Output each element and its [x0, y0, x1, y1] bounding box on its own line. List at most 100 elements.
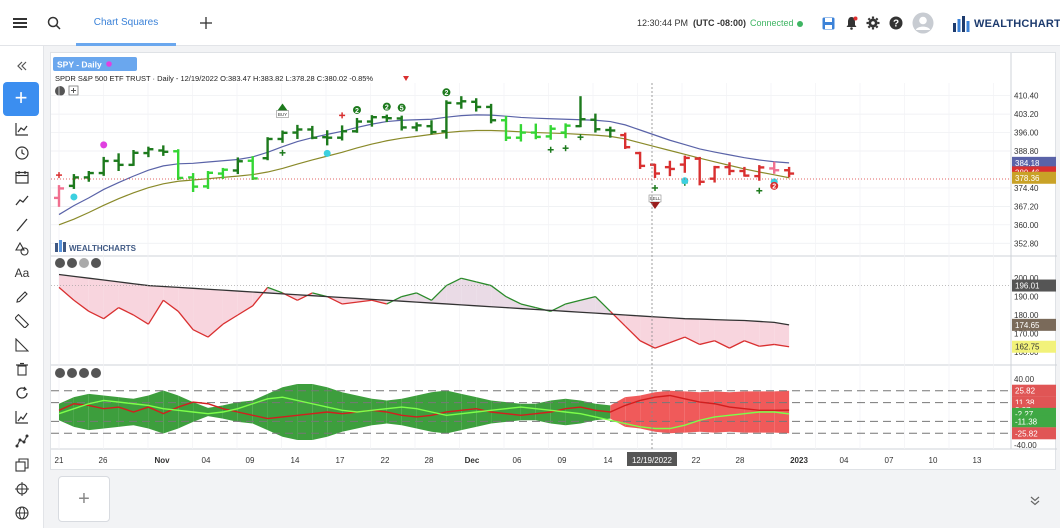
chart-type-icon[interactable]	[12, 119, 32, 139]
indicator-pane-2	[51, 273, 1011, 349]
mid-raw-segment	[699, 340, 715, 346]
mid-raw-segment	[133, 314, 149, 325]
price-bar	[456, 96, 467, 109]
mid-fill-segment	[714, 319, 730, 349]
bell-icon[interactable]	[841, 13, 861, 33]
chart-panel[interactable]: SPY - Daily SPDR S&P 500 ETF TRUST · Dai…	[50, 52, 1057, 471]
buy-arrow-icon	[277, 103, 288, 111]
dropdown-caret-icon[interactable]	[403, 76, 409, 81]
osc-band-segment	[193, 402, 208, 422]
trend-line-icon[interactable]	[12, 191, 32, 211]
drawing-toolbar: + Aa	[0, 46, 44, 528]
measure-icon[interactable]	[12, 335, 32, 355]
price-bar	[486, 103, 497, 124]
menu-icon[interactable]	[10, 13, 30, 33]
x-tick-label: 04	[840, 456, 849, 465]
mid-raw-segment	[416, 292, 432, 301]
mid-fill-segment	[59, 274, 74, 301]
pencil-icon[interactable]	[12, 287, 32, 307]
timezone[interactable]: (UTC -08:00)	[693, 18, 747, 28]
count-badge-green: 2	[382, 102, 391, 111]
indicator-icon[interactable]	[12, 407, 32, 427]
add-tab-icon[interactable]	[196, 13, 216, 33]
collapse-icon[interactable]	[12, 56, 32, 76]
mid-fill-segment	[699, 319, 715, 345]
add-chart-button[interactable]: +	[58, 476, 110, 522]
badge-text: 2	[355, 108, 359, 115]
price-bar	[605, 126, 616, 138]
osc-band-segment	[595, 403, 611, 421]
gear-icon[interactable]	[863, 13, 883, 33]
price-chart[interactable]: SPY - Daily SPDR S&P 500 ETF TRUST · Dai…	[51, 53, 1057, 471]
osc-red-line	[58, 394, 790, 420]
mid-raw-segment	[744, 340, 760, 347]
price-bar	[188, 173, 199, 193]
price-tick-label: 367.20	[1014, 202, 1039, 211]
help-icon[interactable]: ?	[886, 13, 906, 33]
price-tag: 384.18	[1012, 156, 1056, 169]
mid-raw-segment	[759, 343, 775, 347]
x-tick-label: 17	[336, 456, 345, 465]
mid-raw-segment	[267, 286, 283, 294]
pane-controls-3[interactable]	[55, 368, 101, 378]
mid-raw-segment	[431, 285, 447, 301]
chevron-down-icon[interactable]	[1030, 496, 1040, 509]
mid-raw-segment	[520, 303, 536, 309]
layers-icon[interactable]	[12, 455, 32, 475]
mid-fill-segment	[446, 278, 462, 305]
mid-raw-segment	[401, 292, 417, 298]
ruler-icon[interactable]	[12, 311, 32, 331]
mid-raw-segment	[476, 281, 492, 287]
pane-controls-main[interactable]	[55, 85, 79, 96]
refresh-icon[interactable]	[12, 383, 32, 403]
moving-averages	[58, 114, 790, 226]
connection-status: Connected	[750, 18, 803, 28]
buy-label-bg	[276, 110, 289, 118]
shapes-icon[interactable]	[12, 239, 32, 259]
plus-green-marker	[652, 184, 658, 191]
price-bar	[679, 155, 690, 173]
osc-band-segment	[565, 398, 581, 426]
mid-raw-segment	[222, 314, 239, 325]
user-avatar-icon[interactable]	[911, 11, 935, 35]
add-icon[interactable]: +	[3, 82, 39, 116]
search-icon[interactable]	[44, 13, 64, 33]
symbol-status-dot	[106, 61, 112, 67]
osc-band-segment	[446, 390, 462, 434]
trash-icon[interactable]	[12, 359, 32, 379]
main-grid	[51, 83, 1011, 449]
x-tick-label: 09	[558, 456, 567, 465]
crosshair-icon[interactable]	[12, 479, 32, 499]
pane-controls-2[interactable]	[55, 258, 101, 268]
badge-text: 2	[385, 104, 389, 111]
tag-bg	[1012, 384, 1056, 397]
mid-fill-segment	[461, 278, 477, 306]
globe-icon[interactable]	[12, 503, 32, 523]
save-icon[interactable]	[818, 13, 838, 33]
tag-label: 196.01	[1015, 282, 1040, 291]
mid-fill-segment	[431, 285, 447, 304]
clock-icon[interactable]	[12, 143, 32, 163]
mid-tick-label: 200.00	[1014, 274, 1039, 283]
symbol-badge-bg[interactable]	[53, 57, 137, 71]
node-icon[interactable]	[12, 431, 32, 451]
tab-chart-squares[interactable]: Chart Squares	[76, 0, 176, 46]
price-tick-label: 374.40	[1014, 184, 1039, 193]
price-bar	[635, 151, 646, 169]
text-icon[interactable]: Aa	[14, 266, 30, 280]
mid-raw-segment	[371, 299, 387, 305]
osc-band-segment	[342, 392, 357, 432]
symbol-badge[interactable]: SPY - Daily	[57, 60, 102, 70]
mid-fill-segment	[208, 289, 223, 338]
line-icon[interactable]	[12, 215, 32, 235]
osc-band-segment	[431, 390, 447, 434]
price-bar	[217, 167, 228, 179]
osc-band-segment	[774, 390, 790, 434]
price-bar	[232, 157, 243, 175]
price-bar	[381, 114, 392, 123]
calendar-icon[interactable]	[12, 167, 32, 187]
osc-band-segment	[208, 405, 223, 419]
mid-raw-segment	[684, 336, 700, 346]
price-tick-label: 352.80	[1014, 239, 1039, 248]
mid-raw-segment	[580, 295, 596, 301]
